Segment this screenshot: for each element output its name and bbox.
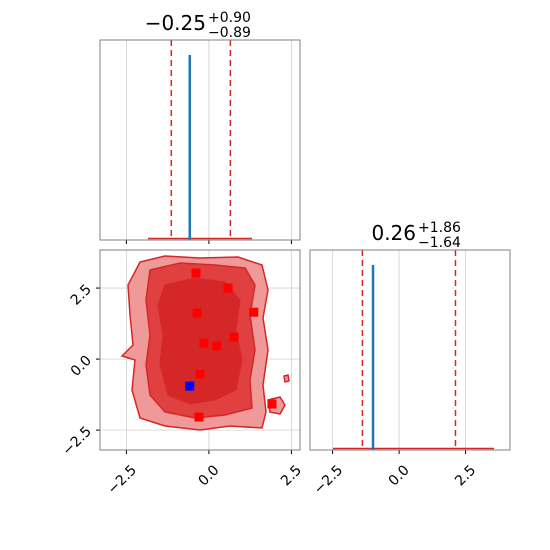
- sample-point: [194, 412, 204, 422]
- sample-point: [195, 369, 205, 379]
- sample-point: [192, 308, 202, 318]
- title-minus: −1.64: [418, 235, 461, 251]
- sample-point: [212, 341, 222, 351]
- x-tick-label: −2.5: [311, 462, 346, 497]
- panel-frame: [309, 249, 511, 451]
- x-tick-label: 2.5: [452, 462, 479, 489]
- x-tick-label: 2.5: [278, 462, 305, 489]
- sample-point: [223, 283, 233, 293]
- x-tick-label: 0.0: [195, 462, 222, 489]
- y-tick-label: −2.5: [59, 424, 94, 459]
- title-value: 0.26: [371, 221, 416, 245]
- sample-point: [191, 268, 201, 278]
- panel-content: −0.25 +0.90−0.89−2.5 0.0 2.5−2.50.02.5−2.5 0…: [59, 10, 511, 498]
- x-tick-label: 0.0: [386, 462, 413, 489]
- sample-point: [267, 399, 277, 409]
- contour-blob: [283, 374, 290, 383]
- sample-point: [229, 332, 239, 342]
- panel-frame: [99, 249, 301, 451]
- title-minus: −0.89: [208, 25, 251, 41]
- grid: [126, 40, 292, 240]
- panel-frame: [99, 39, 301, 241]
- title-plus: +1.86: [418, 220, 461, 236]
- title-value: −0.25: [145, 11, 206, 35]
- y-tick-label: 0.0: [68, 353, 95, 380]
- sample-point: [249, 307, 259, 317]
- x-tick-label: −2.5: [105, 462, 140, 497]
- title-plus: +0.90: [208, 10, 251, 26]
- truth-point: [185, 381, 195, 391]
- grid: [332, 250, 466, 450]
- y-tick-label: 2.5: [68, 282, 95, 309]
- sample-point: [199, 338, 209, 348]
